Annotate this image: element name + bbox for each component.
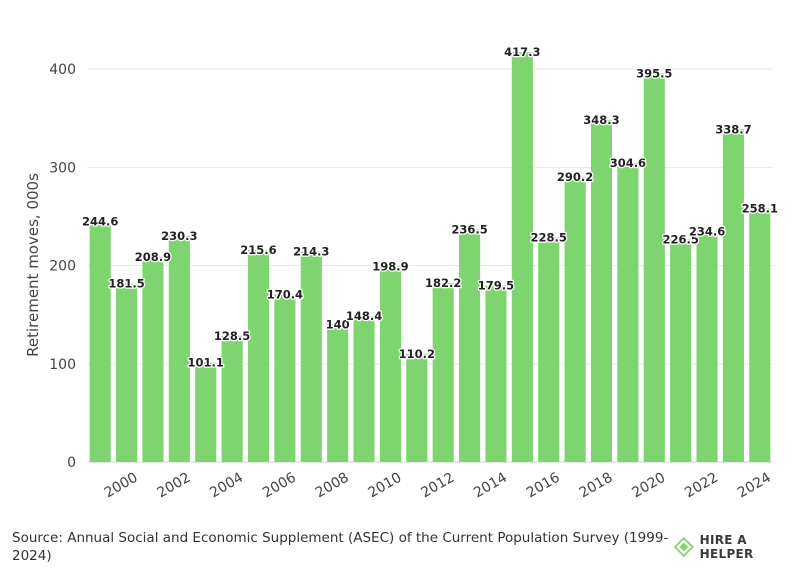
data-label-2010: 198.9 xyxy=(372,260,408,274)
bars xyxy=(89,52,771,463)
x-tick-label: 2020 xyxy=(629,470,668,502)
brand: HIRE A HELPER xyxy=(674,533,794,561)
bar-2015 xyxy=(511,52,533,463)
data-label-2011: 110.2 xyxy=(399,347,435,361)
data-label-2004: 128.5 xyxy=(214,329,250,343)
bar-2021 xyxy=(670,239,692,462)
x-tick-label: 2002 xyxy=(154,470,193,502)
data-label-2002: 230.3 xyxy=(161,229,197,243)
source-note: Source: Annual Social and Economic Suppl… xyxy=(12,530,669,564)
x-tick-label: 2004 xyxy=(207,470,246,502)
x-tick-label: 2016 xyxy=(524,470,563,502)
x-tick-label: 2024 xyxy=(735,470,774,502)
bar-2019 xyxy=(617,162,639,462)
x-tick-label: 2018 xyxy=(577,470,616,502)
bar-2017 xyxy=(564,176,586,462)
data-label-2005: 215.6 xyxy=(240,243,276,257)
bar-2003 xyxy=(195,362,217,462)
bar-2004 xyxy=(221,335,243,462)
data-label-2007: 214.3 xyxy=(293,245,329,259)
data-label-1999: 244.6 xyxy=(82,215,118,229)
data-label-2024: 258.1 xyxy=(742,201,778,215)
data-label-2016: 228.5 xyxy=(531,231,567,245)
x-tick-label: 2010 xyxy=(366,470,405,502)
y-tick-label: 200 xyxy=(49,259,76,275)
data-labels: 244.6 181.5 208.9 230.3 101.1 128.5 215.6 170.4… xyxy=(81,44,780,371)
bar-2020 xyxy=(643,73,665,462)
bar-2023 xyxy=(722,129,744,462)
y-axis-label: Retirement moves, 000s xyxy=(24,173,42,357)
x-tick-label: 2006 xyxy=(260,470,299,502)
data-label-2003: 101.1 xyxy=(188,356,224,370)
bar-2002 xyxy=(168,235,190,462)
data-label-2014: 179.5 xyxy=(478,279,514,293)
bar-1999 xyxy=(89,221,111,462)
bar-2010 xyxy=(379,266,401,462)
x-tick-label: 2014 xyxy=(471,470,510,502)
bar-2013 xyxy=(459,229,481,462)
data-label-2021: 226.5 xyxy=(662,233,698,247)
bar-2014 xyxy=(485,285,507,462)
bar-2008 xyxy=(327,324,349,462)
bar-2018 xyxy=(590,119,613,462)
data-label-2000: 181.5 xyxy=(108,277,144,291)
bar-2009 xyxy=(353,316,375,462)
x-tick-label: 2008 xyxy=(313,470,352,502)
hire-a-helper-logo-icon xyxy=(674,536,694,558)
data-label-2019: 304.6 xyxy=(610,156,646,170)
x-tick-label: 2022 xyxy=(682,470,721,502)
bar-2005 xyxy=(247,250,270,462)
x-tick-label: 2012 xyxy=(418,470,457,502)
y-tick-label: 0 xyxy=(67,455,76,471)
x-axis-ticks: 2000 2002 2004 2006 2008 2010 2012 2014 2016 2018… xyxy=(102,470,774,502)
data-label-2020: 395.5 xyxy=(636,67,672,81)
bar-chart: 0 100 200 300 400 244.6 181.5 208.9 230.3 101.1 1… xyxy=(24,44,780,502)
brand-name: HIRE A HELPER xyxy=(699,533,754,561)
data-label-2012: 182.2 xyxy=(425,276,461,290)
data-label-2013: 236.5 xyxy=(451,223,487,237)
bar-2012 xyxy=(432,283,454,462)
data-label-2017: 290.2 xyxy=(557,170,593,184)
bar-2022 xyxy=(696,231,718,462)
data-label-2023: 338.7 xyxy=(715,122,751,136)
y-axis-ticks: 0 100 200 300 400 xyxy=(49,62,76,471)
data-label-2009: 148.4 xyxy=(346,309,382,323)
y-tick-label: 400 xyxy=(49,62,76,78)
bar-2024 xyxy=(749,208,771,462)
x-tick-label: 2000 xyxy=(102,470,141,502)
data-label-2022: 234.6 xyxy=(689,225,725,239)
data-label-2018: 348.3 xyxy=(583,113,619,127)
bar-2001 xyxy=(142,256,164,462)
bar-2006 xyxy=(274,294,296,462)
data-label-2008: 140 xyxy=(326,317,350,331)
bar-2000 xyxy=(116,283,138,462)
bar-2007 xyxy=(300,251,322,462)
data-label-2001: 208.9 xyxy=(135,250,171,264)
bar-2011 xyxy=(406,353,428,462)
y-tick-label: 100 xyxy=(49,357,76,373)
data-label-2015: 417.3 xyxy=(504,45,540,59)
y-tick-label: 300 xyxy=(49,160,76,176)
data-label-2006: 170.4 xyxy=(267,288,303,302)
bar-2016 xyxy=(538,237,560,462)
